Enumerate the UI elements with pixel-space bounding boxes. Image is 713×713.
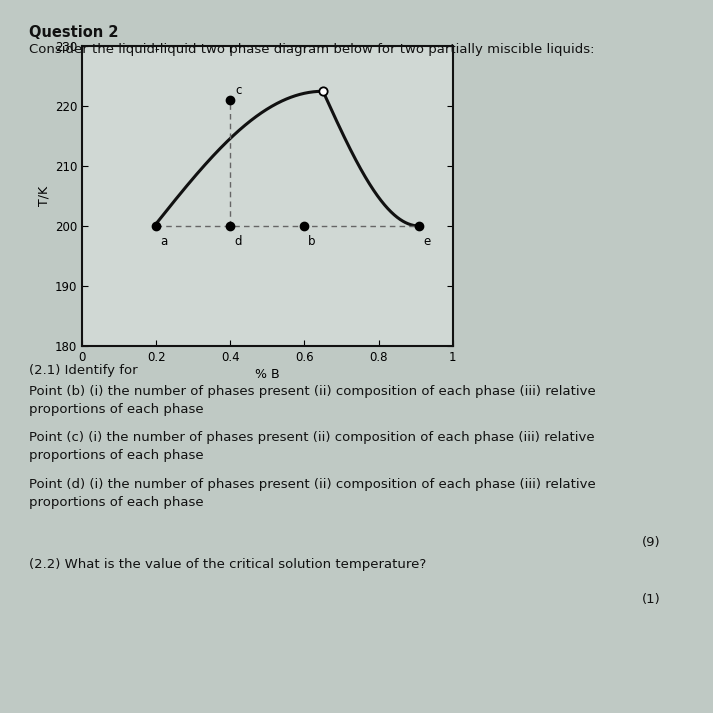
Text: Question 2: Question 2 (29, 25, 118, 40)
Text: proportions of each phase: proportions of each phase (29, 449, 203, 462)
Text: proportions of each phase: proportions of each phase (29, 496, 203, 508)
X-axis label: % B: % B (255, 368, 279, 381)
Text: Point (c) (i) the number of phases present (ii) composition of each phase (iii) : Point (c) (i) the number of phases prese… (29, 431, 594, 444)
Text: Point (d) (i) the number of phases present (ii) composition of each phase (iii) : Point (d) (i) the number of phases prese… (29, 478, 595, 491)
Text: (2.1) Identify for: (2.1) Identify for (29, 364, 137, 376)
Text: b: b (308, 235, 316, 248)
Text: (1): (1) (642, 593, 660, 606)
Text: Consider the liquid-liquid two phase diagram below for two partially miscible li: Consider the liquid-liquid two phase dia… (29, 43, 594, 56)
Y-axis label: T/K: T/K (38, 186, 51, 206)
Text: e: e (423, 235, 431, 248)
Text: c: c (236, 84, 242, 97)
Text: Point (b) (i) the number of phases present (ii) composition of each phase (iii) : Point (b) (i) the number of phases prese… (29, 385, 595, 398)
Text: a: a (160, 235, 167, 248)
Text: proportions of each phase: proportions of each phase (29, 403, 203, 416)
Text: d: d (234, 235, 242, 248)
Text: (9): (9) (642, 536, 660, 549)
Text: (2.2) What is the value of the critical solution temperature?: (2.2) What is the value of the critical … (29, 558, 426, 570)
